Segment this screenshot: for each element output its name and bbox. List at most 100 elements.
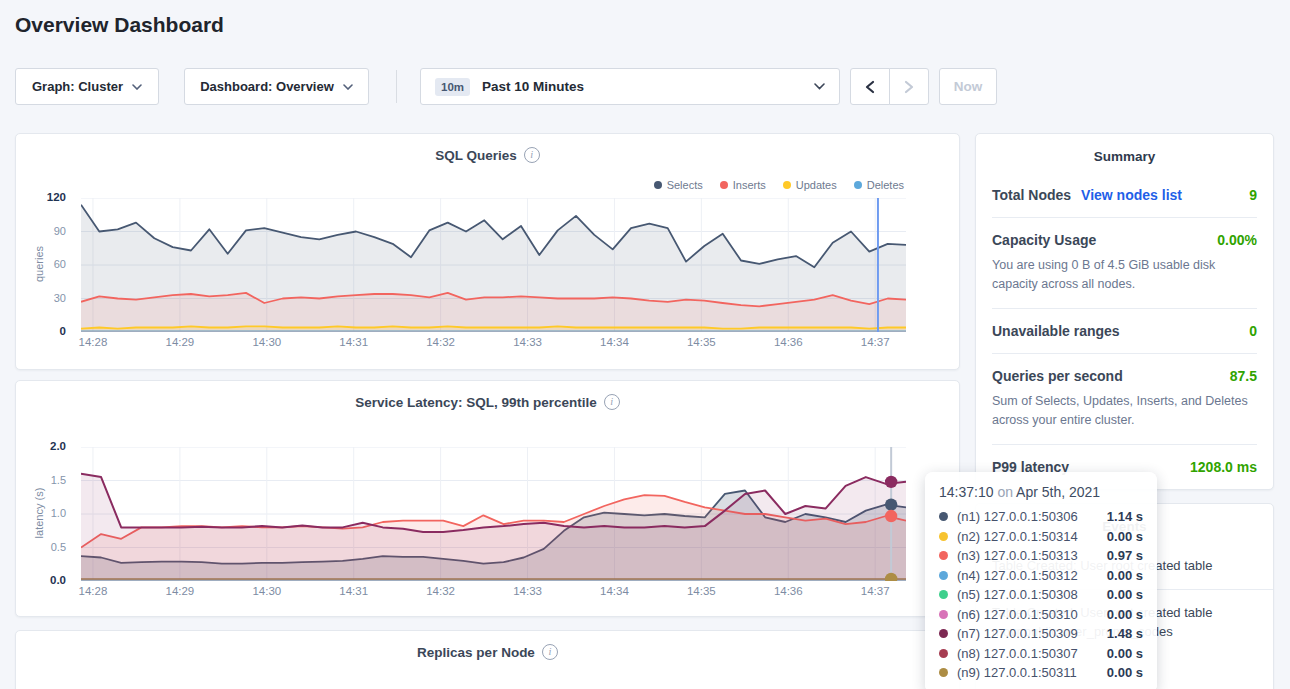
series-color-dot: [939, 571, 948, 580]
sql-queries-card: SQL Queries i Selects Inserts Updates Delet…: [15, 133, 960, 370]
x-axis-labels: 14:2814:2914:3014:3114:3214:3314:3414:35…: [81, 336, 906, 352]
time-range-badge: 10m: [435, 78, 470, 96]
legend-item-updates[interactable]: Updates: [783, 179, 837, 191]
page-title: Overview Dashboard: [15, 13, 224, 37]
legend-item-deletes[interactable]: Deletes: [854, 179, 904, 191]
x-tick: 14:28: [71, 336, 115, 348]
legend-label: Inserts: [733, 179, 766, 191]
time-forward-button[interactable]: [889, 68, 929, 105]
time-range-picker[interactable]: 10m Past 10 Minutes: [420, 68, 840, 105]
tooltip-node-value: 0.97 s: [1107, 548, 1143, 563]
summary-stat-row: Unavailable ranges 0: [992, 308, 1257, 353]
tooltip-node-row: (n2) 127.0.0.1:50314 0.00 s: [939, 527, 1143, 547]
legend-item-inserts[interactable]: Inserts: [720, 179, 766, 191]
chevron-down-icon: [814, 83, 825, 90]
chart-hover-tooltip: 14:37:10 on Apr 5th, 2021 (n1) 127.0.0.1…: [925, 472, 1157, 689]
series-color-dot: [939, 532, 948, 541]
tooltip-node-row: (n5) 127.0.0.1:503080.00 s: [939, 585, 1143, 605]
x-tick: 14:29: [158, 336, 202, 348]
tooltip-node-value: 1.48 s: [1107, 626, 1143, 641]
y-tick: 0.5: [51, 541, 66, 553]
summary-stat-label: Queries per second: [992, 368, 1123, 384]
series-color-dot: [939, 551, 948, 560]
legend-dot: [654, 181, 662, 189]
summary-stat-row: Queries per second87.5Sum of Selects, Up…: [992, 353, 1257, 444]
y-axis-labels: 0.00.51.01.52.0: [16, 447, 74, 581]
summary-stat-value: 0.00%: [1217, 232, 1257, 248]
info-icon[interactable]: i: [524, 147, 540, 163]
tooltip-node-row: (n8) 127.0.0.1:503070.00 s: [939, 644, 1143, 664]
chart-title: Service Latency: SQL, 99th percentile: [355, 395, 597, 410]
chart-title: Replicas per Node: [417, 645, 535, 660]
legend-dot: [854, 181, 862, 189]
view-nodes-link[interactable]: View nodes list: [1081, 187, 1182, 203]
tooltip-node-row: (n6) 127.0.0.1:50310 0.00 s: [939, 605, 1143, 625]
sql-queries-legend: Selects Inserts Updates Deletes: [654, 179, 904, 191]
dashboard-dropdown-label: Dashboard: Overview: [200, 79, 334, 94]
summary-stat-label: Unavailable ranges: [992, 323, 1120, 339]
tooltip-timestamp: 14:37:10 on Apr 5th, 2021: [939, 484, 1143, 500]
x-tick: 14:31: [332, 585, 376, 597]
graph-dropdown[interactable]: Graph: Cluster: [15, 68, 159, 105]
legend-item-selects[interactable]: Selects: [654, 179, 703, 191]
summary-panel: Summary Total Nodes View nodes list 9 Capac…: [975, 133, 1274, 490]
y-tick: 1.5: [51, 474, 66, 486]
right-arrow-icon: [903, 80, 915, 94]
tooltip-node-label: (n2) 127.0.0.1:50314: [957, 529, 1078, 544]
summary-stat-subtext: You are using 0 B of 4.5 GiB usable disk…: [992, 256, 1257, 295]
series-color-dot: [939, 590, 948, 599]
x-tick: 14:34: [592, 585, 636, 597]
tooltip-node-value: 0.00 s: [1107, 568, 1143, 583]
legend-label: Selects: [667, 179, 703, 191]
legend-label: Deletes: [867, 179, 904, 191]
tooltip-node-value: 0.00 s: [1107, 587, 1143, 602]
x-tick: 14:28: [71, 585, 115, 597]
info-icon[interactable]: i: [542, 644, 558, 660]
info-icon[interactable]: i: [604, 394, 620, 410]
chevron-down-icon: [132, 84, 142, 90]
x-tick: 14:33: [506, 585, 550, 597]
chart-title: SQL Queries: [435, 148, 517, 163]
y-tick: 0.0: [50, 574, 66, 586]
service-latency-title-row: Service Latency: SQL, 99th percentile i: [16, 394, 959, 410]
series-color-dot: [939, 668, 948, 677]
y-tick: 2.0: [50, 440, 66, 452]
summary-stat-row: Capacity Usage 0.00% You are using 0 B of …: [992, 217, 1257, 308]
time-range-label: Past 10 Minutes: [482, 79, 584, 94]
summary-stat-value: 9: [1249, 187, 1257, 203]
x-tick: 14:29: [158, 585, 202, 597]
summary-stat-label: Total Nodes: [992, 187, 1071, 203]
tooltip-node-row: (n4) 127.0.0.1:503120.00 s: [939, 566, 1143, 586]
tooltip-node-value: 0.00 s: [1107, 529, 1143, 544]
tooltip-node-label: (n1) 127.0.0.1:50306: [957, 509, 1078, 524]
legend-dot: [720, 181, 728, 189]
dashboard-dropdown[interactable]: Dashboard: Overview: [184, 68, 369, 105]
summary-stat-value: 0: [1249, 323, 1257, 339]
now-button[interactable]: Now: [939, 68, 997, 105]
series-color-dot: [939, 629, 948, 638]
tooltip-node-value: 0.00 s: [1107, 607, 1143, 622]
summary-title: Summary: [976, 134, 1273, 173]
tooltip-node-label: (n3) 127.0.0.1:50313: [957, 548, 1078, 563]
graph-dropdown-label: Graph: Cluster: [32, 79, 123, 94]
y-tick: 0: [60, 325, 66, 337]
tooltip-node-row: (n7) 127.0.0.1:503091.48 s: [939, 624, 1143, 644]
sql-queries-plot[interactable]: [81, 198, 906, 332]
y-tick: 1.0: [51, 507, 66, 519]
x-tick: 14:33: [506, 336, 550, 348]
tooltip-node-label: (n6) 127.0.0.1:50310: [957, 607, 1078, 622]
service-latency-plot[interactable]: [81, 447, 906, 581]
sql-queries-title-row: SQL Queries i: [16, 147, 959, 163]
x-tick: 14:31: [332, 336, 376, 348]
service-latency-card: Service Latency: SQL, 99th percentile i …: [15, 380, 960, 617]
tooltip-node-value: 1.14 s: [1107, 509, 1143, 524]
x-tick: 14:36: [766, 585, 810, 597]
overview-dashboard-page: Overview Dashboard Graph: Cluster Dashbo…: [0, 0, 1290, 689]
summary-stat-value: 87.5: [1230, 368, 1257, 384]
y-tick: 90: [54, 225, 66, 237]
x-tick: 14:30: [245, 336, 289, 348]
x-tick: 14:36: [766, 336, 810, 348]
time-back-button[interactable]: [850, 68, 890, 105]
summary-stat-label: Capacity Usage: [992, 232, 1096, 248]
y-tick: 30: [54, 292, 66, 304]
